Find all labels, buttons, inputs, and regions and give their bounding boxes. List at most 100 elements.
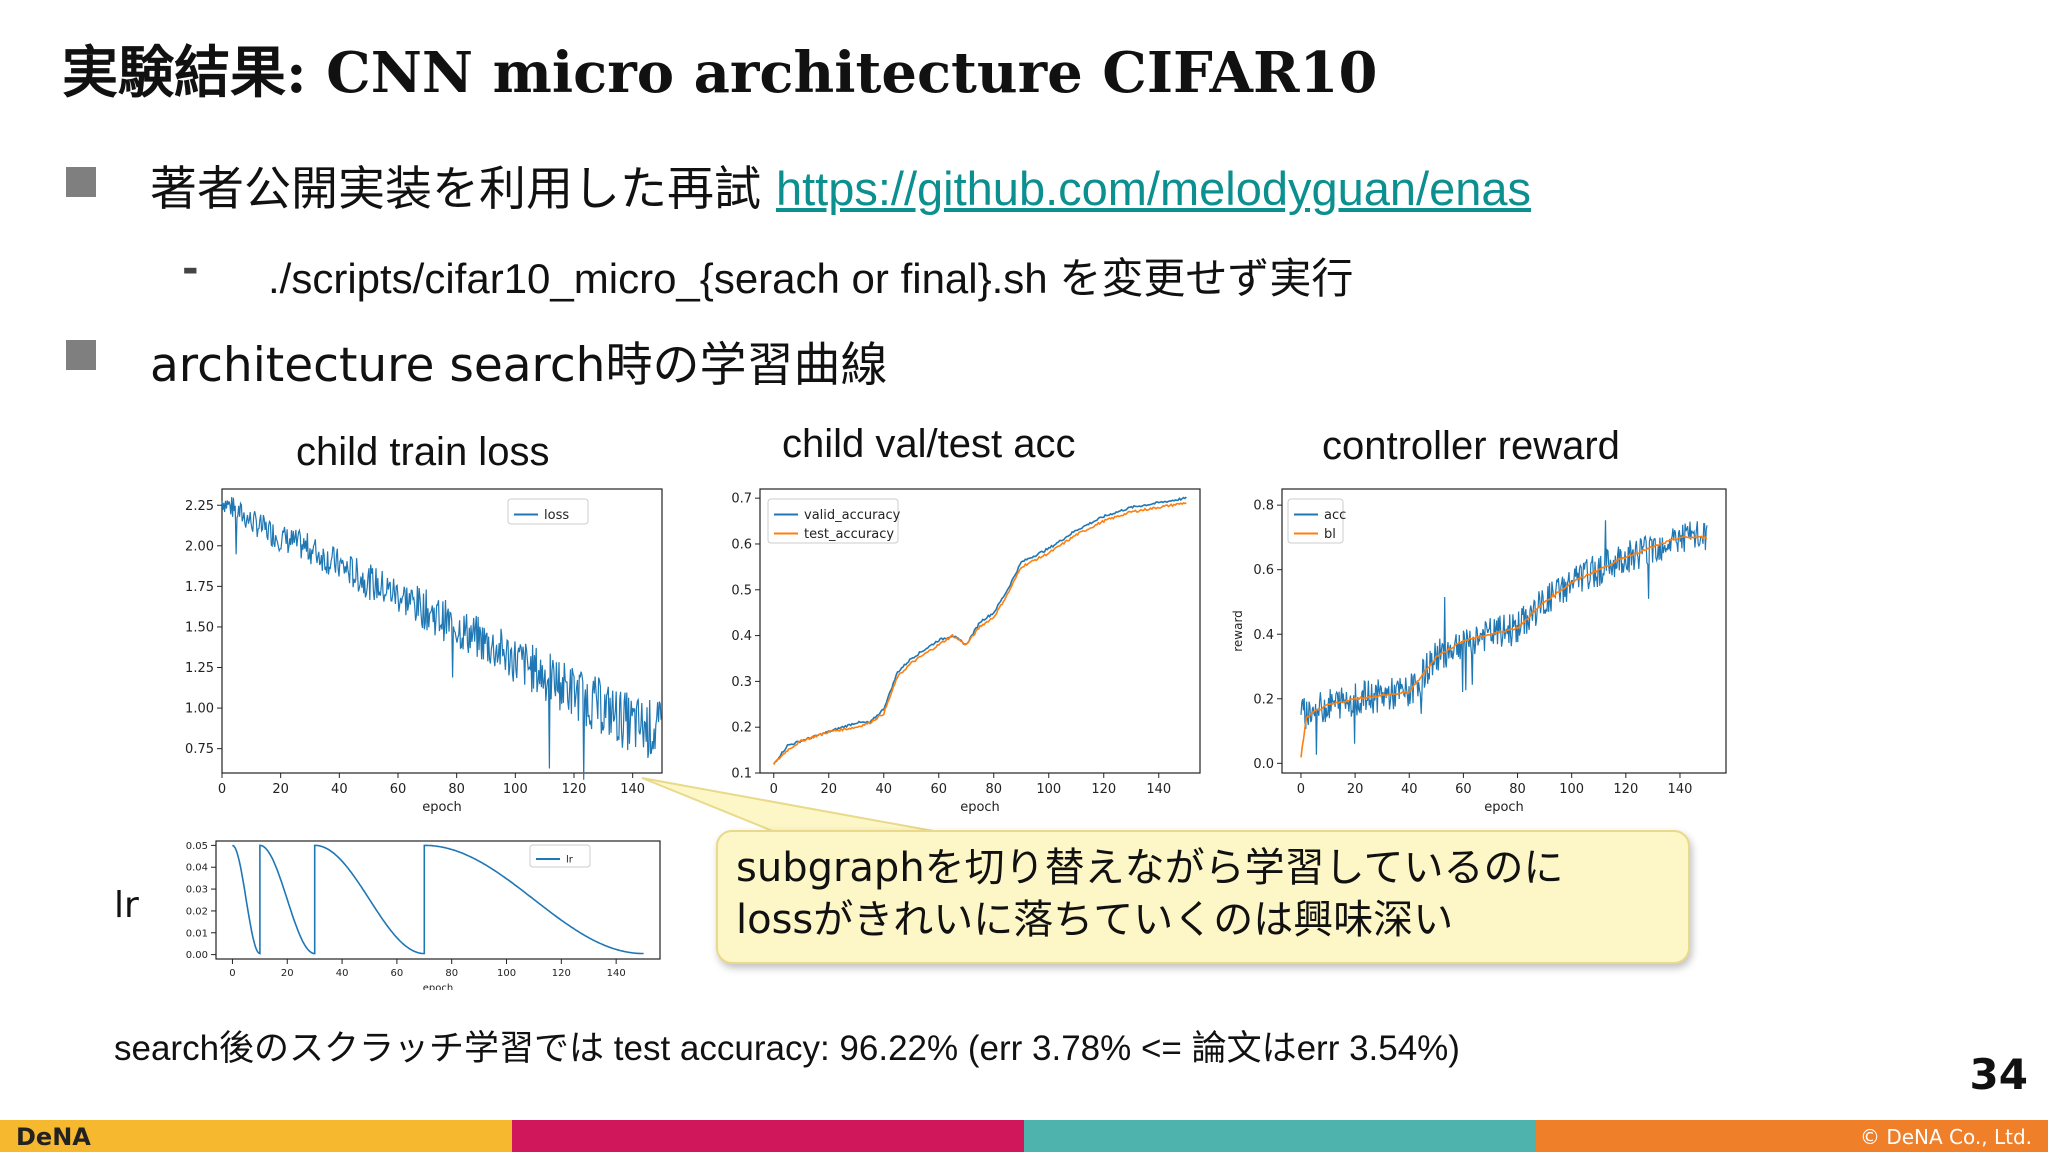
- dena-logo: DeNA: [16, 1123, 91, 1151]
- footer-bar: [0, 1120, 2048, 1152]
- chart-val-test-acc: 0 20 40 60 80 100 120 140 0.1 0.2 0.3 0.4 0.5 0.6 0.7 e…: [731, 488, 1201, 815]
- y-tick-label: 1.75: [185, 580, 214, 595]
- x-tick-label: 40: [336, 968, 349, 979]
- chart-lr: 0 20 40 60 80 100 120 140 0.00 0.01 0.02 0.03 0.04 0.…: [186, 840, 661, 990]
- x-tick-label: 0: [770, 782, 778, 797]
- x-axis-label: epoch: [423, 983, 453, 990]
- lr-label: lr: [114, 885, 139, 926]
- y-tick-label: 0.01: [186, 928, 208, 939]
- x-tick-label: 0: [1297, 782, 1305, 797]
- y-tick-label: 1.50: [185, 620, 214, 635]
- bullet-2-text: architecture search時の学習曲線: [150, 338, 888, 393]
- footer-segment-orange: [1536, 1120, 2048, 1152]
- x-tick-label: 100: [1036, 782, 1061, 797]
- x-axis-label: epoch: [1484, 800, 1524, 815]
- callout-line-1: subgraphを切り替えながら学習しているのに: [736, 845, 1564, 891]
- series-line-valid_accuracy: [773, 496, 1187, 765]
- y-tick-label: 1.00: [185, 702, 214, 717]
- legend-label: valid_accuracy: [804, 508, 901, 523]
- x-tick-label: 80: [1509, 782, 1526, 797]
- legend-label: loss: [544, 508, 569, 523]
- legend-box: [507, 498, 589, 525]
- x-tick-label: 120: [1091, 782, 1116, 797]
- legend-label: lr: [566, 855, 574, 866]
- copyright: © DeNA Co., Ltd.: [1859, 1125, 2032, 1149]
- chart-controller-reward: 0 20 40 60 80 100 120 140 0.0 0.2 0.4 0.6 0.8 epoch re…: [1231, 488, 1727, 815]
- y-tick-label: 2.00: [185, 539, 214, 554]
- slide-title: 実験結果: CNN micro architecture CIFAR10: [62, 40, 1378, 106]
- chart-train-loss: 0 20 40 60 80 100 120 140 0.75 1.00 1.25 1.50 1.75 2.…: [185, 488, 663, 815]
- y-tick-label: 0.7: [731, 492, 752, 507]
- x-tick-label: 40: [1401, 782, 1418, 797]
- x-tick-label: 60: [390, 782, 407, 797]
- x-tick-label: 20: [281, 968, 294, 979]
- y-tick-label: 1.25: [185, 661, 214, 676]
- y-tick-label: 0.03: [186, 885, 208, 896]
- plot-frame: [221, 488, 663, 774]
- page-number: 34: [1969, 1050, 2028, 1099]
- bullet-1-text: 著者公開実装を利用した再試: [150, 162, 776, 217]
- y-tick-label: 0.02: [186, 906, 208, 917]
- bullet-square-icon: [66, 340, 96, 370]
- callout-box: subgraphを切り替えながら学習しているのに lossがきれいに落ちていくの…: [716, 830, 1690, 964]
- x-tick-label: 100: [497, 968, 516, 979]
- x-tick-label: 20: [272, 782, 289, 797]
- legend-box: [529, 844, 591, 868]
- bottom-note: search後のスクラッチ学習では test accuracy: 96.22% …: [114, 1029, 1460, 1068]
- x-tick-label: 80: [448, 782, 465, 797]
- series-line-bl: [1300, 535, 1708, 758]
- y-tick-label: 0.2: [1253, 692, 1274, 707]
- x-tick-label: 20: [820, 782, 837, 797]
- y-tick-label: 0.6: [731, 538, 752, 553]
- y-tick-label: 0.8: [1253, 499, 1274, 514]
- y-tick-label: 0.3: [731, 675, 752, 690]
- x-tick-label: 140: [1146, 782, 1171, 797]
- y-tick-label: 0.0: [1253, 757, 1274, 772]
- y-tick-label: 0.04: [186, 863, 208, 874]
- callout-line-2: lossがきれいに落ちていくのは興味深い: [736, 897, 1454, 943]
- y-tick-label: 0.75: [185, 742, 214, 757]
- x-tick-label: 140: [1668, 782, 1693, 797]
- series-line-lr: [232, 844, 644, 955]
- x-axis-label: epoch: [422, 800, 462, 815]
- footer-segment-magenta: [512, 1120, 1024, 1152]
- x-tick-label: 100: [503, 782, 528, 797]
- legend-box: [767, 498, 899, 544]
- y-tick-label: 0.2: [731, 721, 752, 736]
- x-tick-label: 0: [229, 968, 235, 979]
- x-tick-label: 100: [1559, 782, 1584, 797]
- bullet-1: 著者公開実装を利用した再試 https://github.com/melodyg…: [150, 150, 1531, 219]
- series-line-loss: [221, 496, 663, 780]
- x-tick-label: 60: [391, 968, 404, 979]
- footer-segment-teal: [1024, 1120, 1536, 1152]
- sub-bullet-text: ./scripts/cifar10_micro_{serach or final…: [268, 255, 1354, 302]
- y-tick-label: 0.4: [731, 629, 752, 644]
- chart-caption-acc: child val/test acc: [782, 422, 1076, 466]
- x-tick-label: 20: [1347, 782, 1364, 797]
- legend-label: test_accuracy: [804, 527, 894, 542]
- x-tick-label: 40: [331, 782, 348, 797]
- github-link[interactable]: https://github.com/melodyguan/enas: [775, 162, 1532, 215]
- x-tick-label: 140: [620, 782, 645, 797]
- bullet-square-icon: [66, 167, 96, 197]
- x-tick-label: 120: [562, 782, 587, 797]
- x-tick-label: 80: [985, 782, 1002, 797]
- x-tick-label: 80: [445, 968, 458, 979]
- series-line-acc: [1300, 520, 1708, 755]
- x-tick-label: 120: [552, 968, 571, 979]
- y-tick-label: 0.5: [731, 583, 752, 598]
- x-axis-label: epoch: [960, 800, 1000, 815]
- legend-label: bl: [1324, 527, 1336, 542]
- series-line-test_accuracy: [773, 501, 1187, 765]
- legend-box: [1287, 498, 1344, 544]
- x-tick-label: 0: [218, 782, 226, 797]
- y-axis-label: reward: [1231, 610, 1245, 652]
- x-tick-label: 40: [875, 782, 892, 797]
- y-tick-label: 0.4: [1253, 628, 1274, 643]
- y-tick-label: 0.1: [731, 767, 752, 782]
- x-tick-label: 120: [1613, 782, 1638, 797]
- x-tick-label: 140: [607, 968, 626, 979]
- x-tick-label: 60: [930, 782, 947, 797]
- legend-label: acc: [1324, 508, 1346, 523]
- chart-caption-reward: controller reward: [1322, 424, 1620, 468]
